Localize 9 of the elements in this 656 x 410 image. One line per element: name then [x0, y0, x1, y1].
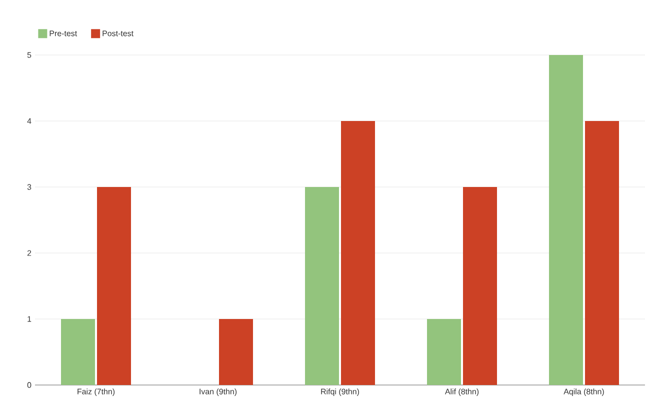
bar [305, 187, 339, 385]
bar [463, 187, 497, 385]
bar [97, 187, 131, 385]
bar [549, 55, 583, 385]
bar [219, 319, 253, 385]
bar [341, 121, 375, 385]
bar [427, 319, 461, 385]
bar [585, 121, 620, 385]
bar [61, 319, 95, 385]
